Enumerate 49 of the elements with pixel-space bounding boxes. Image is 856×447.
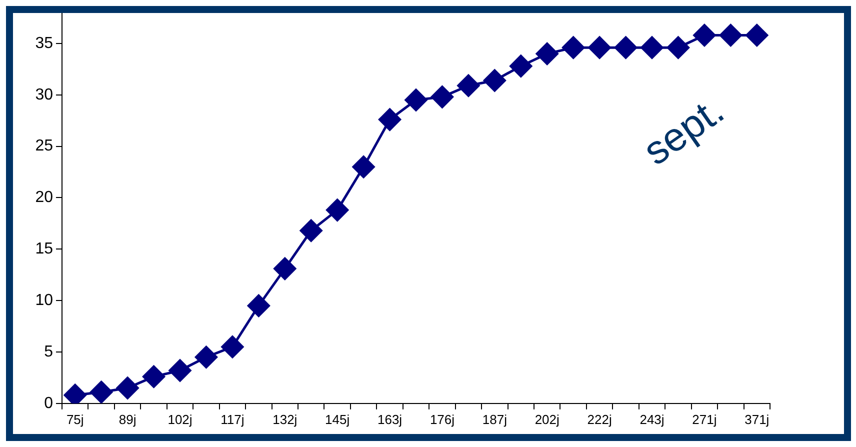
y-tick-label: 10 — [35, 292, 54, 309]
point — [693, 24, 716, 46]
x-tick-label: 187j — [482, 412, 508, 427]
x-tick-label: 176j — [430, 412, 455, 427]
point — [640, 36, 664, 59]
point — [168, 359, 192, 382]
point — [404, 88, 428, 112]
x-tick-label: 163j — [377, 412, 402, 427]
point — [194, 346, 218, 368]
point — [274, 257, 296, 280]
point — [666, 36, 690, 59]
x-tick-label: 222j — [587, 412, 612, 427]
point — [510, 54, 532, 78]
x-tick-label: 243j — [640, 412, 664, 427]
point — [588, 36, 611, 59]
point — [746, 24, 768, 46]
y-tick-label: 0 — [44, 394, 54, 412]
y-tick-label: 20 — [35, 189, 54, 206]
x-tick-label: 89j — [118, 412, 136, 427]
point — [116, 376, 139, 400]
y-tick-label: 30 — [35, 86, 54, 104]
y-tick-label: 5 — [44, 343, 54, 360]
y-tick-label: 25 — [35, 138, 54, 155]
point — [430, 86, 454, 108]
x-tick-label: 371j — [744, 412, 770, 427]
point — [221, 336, 244, 358]
y-tick-label: 15 — [35, 240, 54, 258]
x-tick-label: 202j — [534, 412, 560, 427]
x-tick-label: 117j — [220, 412, 244, 427]
x-tick-label: 145j — [325, 412, 350, 427]
point — [90, 380, 113, 404]
point — [457, 74, 480, 97]
y-tick-label: 35 — [35, 34, 54, 52]
annotation: sept. — [636, 88, 732, 174]
point — [326, 198, 349, 222]
point — [614, 36, 638, 59]
point — [352, 156, 375, 178]
point — [300, 219, 322, 242]
point — [142, 365, 166, 388]
point — [378, 108, 402, 131]
point — [483, 69, 506, 92]
x-tick-label: 271j — [692, 412, 717, 427]
x-tick-label: 75j — [66, 412, 84, 427]
point — [719, 24, 742, 46]
point — [562, 36, 585, 59]
point — [536, 42, 558, 65]
x-tick-label: 102j — [168, 412, 192, 427]
point — [247, 294, 270, 317]
x-tick-label: 132j — [272, 412, 298, 427]
